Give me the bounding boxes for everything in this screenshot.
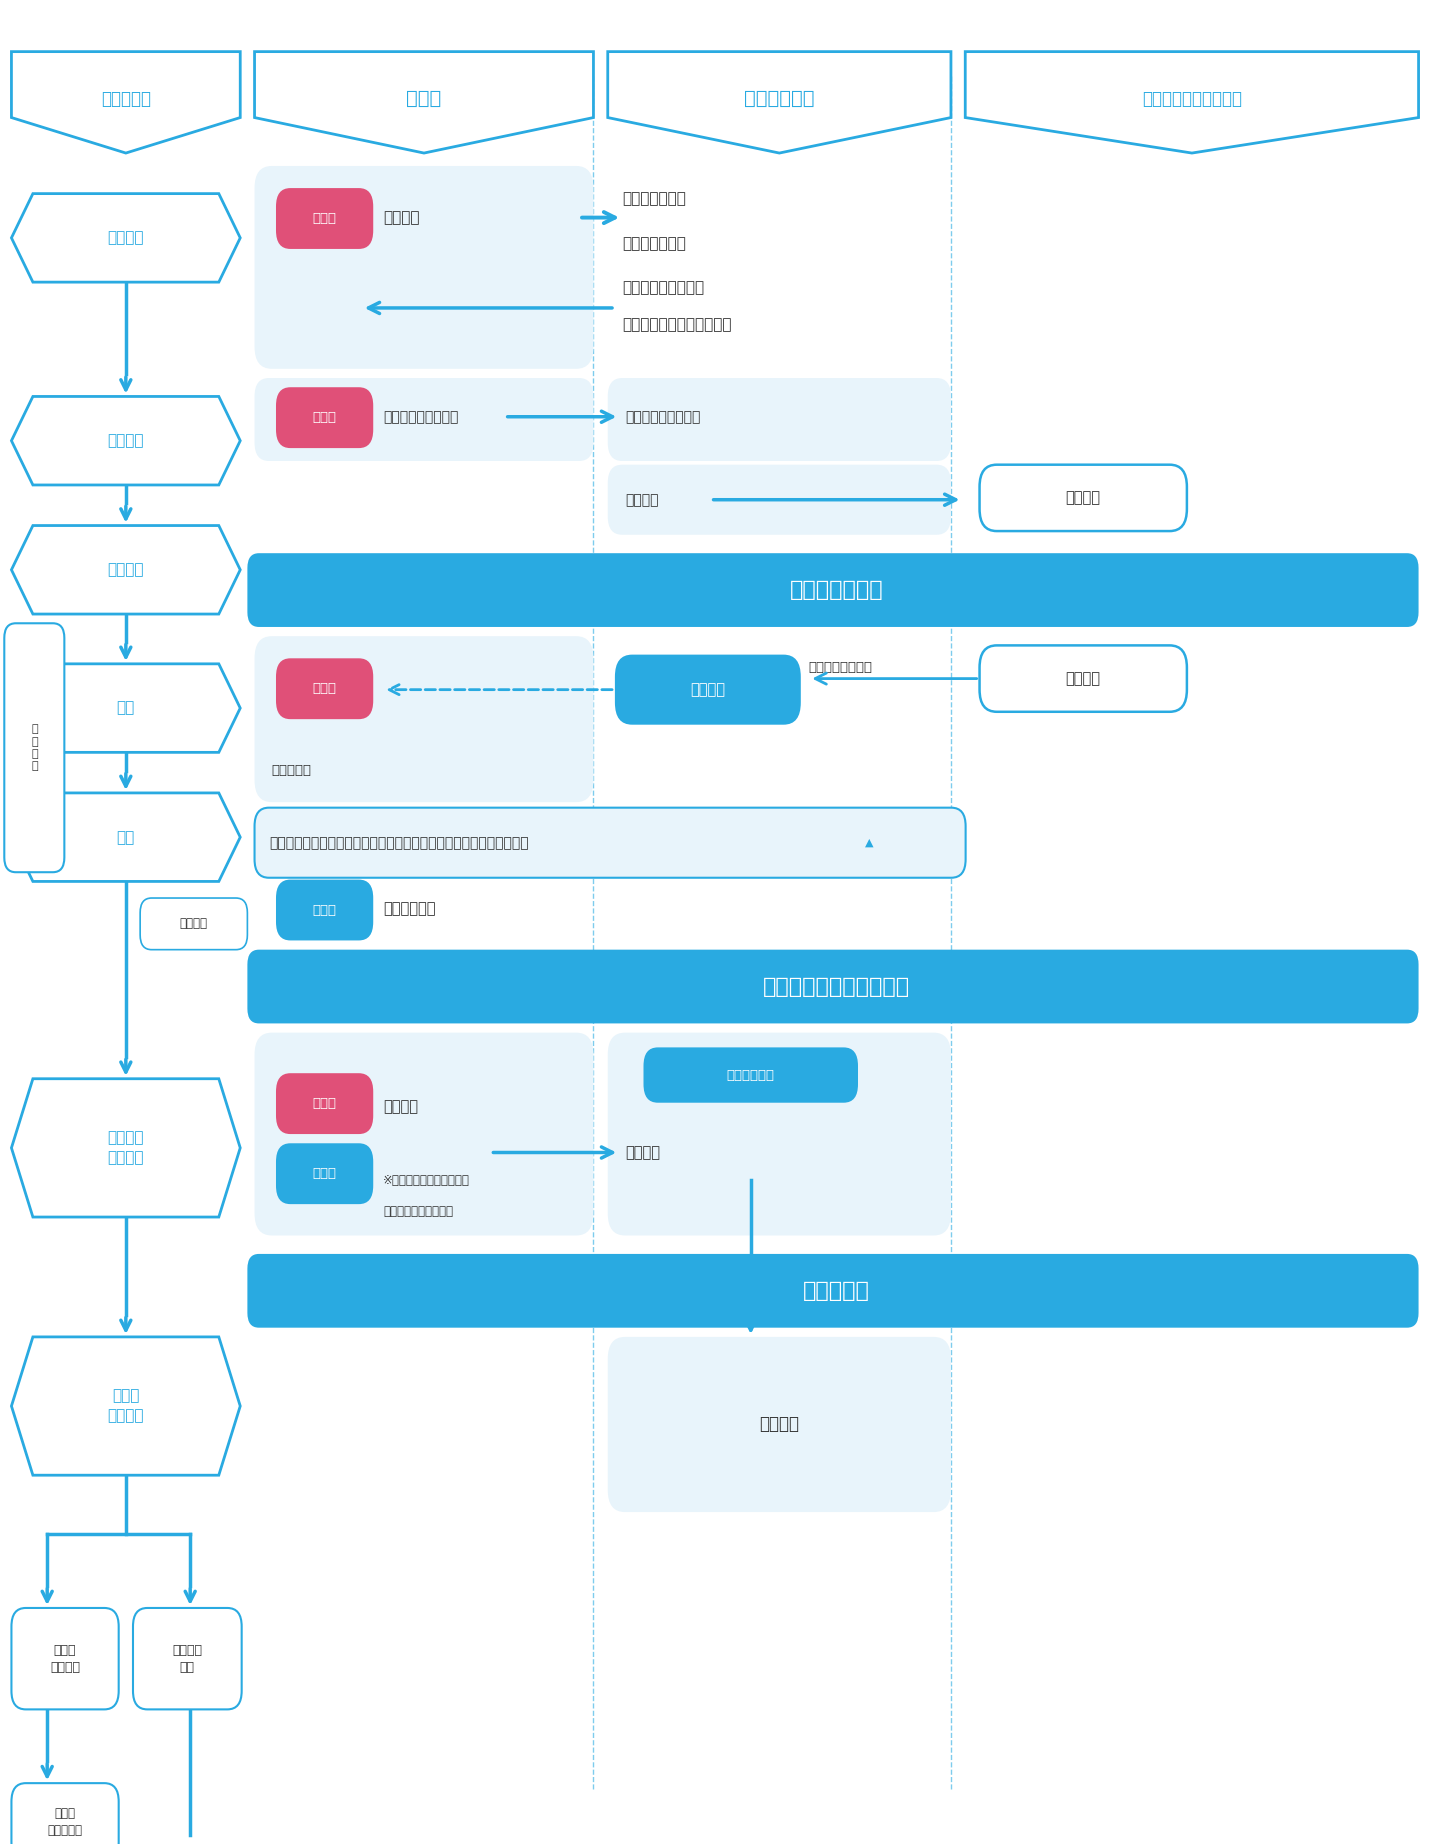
FancyBboxPatch shape xyxy=(980,465,1187,531)
Polygon shape xyxy=(11,793,240,881)
FancyBboxPatch shape xyxy=(276,1143,373,1204)
FancyBboxPatch shape xyxy=(608,1337,951,1512)
FancyBboxPatch shape xyxy=(255,1033,593,1235)
FancyBboxPatch shape xyxy=(644,1047,858,1103)
Text: 売主様
最長３ヶ月: 売主様 最長３ヶ月 xyxy=(47,1807,83,1837)
Polygon shape xyxy=(11,526,240,614)
Text: 申込書に署名・捺印: 申込書に署名・捺印 xyxy=(383,1204,453,1219)
Text: ▲: ▲ xyxy=(865,837,874,848)
FancyBboxPatch shape xyxy=(140,898,247,950)
FancyBboxPatch shape xyxy=(247,553,1419,627)
Text: 保証開始: 保証開始 xyxy=(759,1416,799,1433)
Text: 東急リバブル: 東急リバブル xyxy=(744,89,815,109)
Text: 結果: 結果 xyxy=(117,830,134,845)
Text: 営業担当: 営業担当 xyxy=(691,682,725,697)
Text: 売却相談: 売却相談 xyxy=(107,230,144,245)
Text: 購入意思決定: 購入意思決定 xyxy=(383,902,436,916)
Text: 調査: 調査 xyxy=(117,701,134,715)
Polygon shape xyxy=(11,52,240,153)
Text: 売主様: 売主様 xyxy=(313,1097,336,1110)
FancyBboxPatch shape xyxy=(255,636,593,802)
Text: １年以内: １年以内 xyxy=(180,916,207,931)
Polygon shape xyxy=(11,1079,240,1217)
Text: 調査報告書の発行: 調査報告書の発行 xyxy=(808,660,872,675)
Text: 調査会社: 調査会社 xyxy=(1065,491,1101,505)
FancyBboxPatch shape xyxy=(255,378,593,461)
Text: 調査依頼: 調査依頼 xyxy=(107,562,144,577)
Text: 媒介受付: 媒介受付 xyxy=(107,433,144,448)
Text: 東急リバブル: 東急リバブル xyxy=(726,1068,775,1082)
Text: 買主様: 買主様 xyxy=(313,1167,336,1180)
Text: 調査報告書: 調査報告書 xyxy=(272,763,312,778)
Polygon shape xyxy=(608,52,951,153)
Polygon shape xyxy=(255,52,593,153)
FancyBboxPatch shape xyxy=(276,880,373,940)
Text: ※保証約款を確認のうえ、: ※保証約款を確認のうえ、 xyxy=(383,1173,470,1188)
FancyBboxPatch shape xyxy=(608,1033,951,1235)
FancyBboxPatch shape xyxy=(276,658,373,719)
Text: 引　渡　し: 引 渡 し xyxy=(804,1282,869,1300)
Text: 東急リバブル委託会社: 東急リバブル委託会社 xyxy=(1143,90,1241,107)
Text: 販
売
活
動: 販 売 活 動 xyxy=(31,725,37,771)
Text: 販売活動の提案: 販売活動の提案 xyxy=(622,192,686,207)
Text: 『あんしん仲介保証: 『あんしん仲介保証 xyxy=(622,280,704,295)
FancyBboxPatch shape xyxy=(255,166,593,369)
FancyBboxPatch shape xyxy=(247,1254,1419,1328)
Text: 買主様: 買主様 xyxy=(313,904,336,916)
Text: 売却相談: 売却相談 xyxy=(383,210,420,225)
FancyBboxPatch shape xyxy=(11,1608,119,1709)
Text: 埋設物
撤去保証: 埋設物 撤去保証 xyxy=(50,1643,80,1674)
Polygon shape xyxy=(11,664,240,752)
Text: 地盤調査
保証: 地盤調査 保証 xyxy=(173,1643,202,1674)
Text: 調査会社: 調査会社 xyxy=(1065,671,1101,686)
FancyBboxPatch shape xyxy=(247,950,1419,1023)
Polygon shape xyxy=(11,194,240,282)
Text: 全体の流れ: 全体の流れ xyxy=(102,90,150,107)
Polygon shape xyxy=(11,396,240,485)
FancyBboxPatch shape xyxy=(11,1783,119,1844)
FancyBboxPatch shape xyxy=(255,808,965,878)
FancyBboxPatch shape xyxy=(4,623,64,872)
Text: （埋設物・地盤）』の説明: （埋設物・地盤）』の説明 xyxy=(622,317,732,332)
FancyBboxPatch shape xyxy=(276,1073,373,1134)
FancyBboxPatch shape xyxy=(608,378,951,461)
Text: 調　査　実　施: 調 査 実 施 xyxy=(789,581,884,599)
Text: 売主様: 売主様 xyxy=(313,411,336,424)
Text: 「リバブルあんしん仲介保証」可能物件（埋設物・地盤）として販売: 「リバブルあんしん仲介保証」可能物件（埋設物・地盤）として販売 xyxy=(269,835,529,850)
FancyBboxPatch shape xyxy=(615,655,801,725)
FancyBboxPatch shape xyxy=(608,465,951,535)
Text: 保証受付: 保証受付 xyxy=(625,1145,659,1160)
Polygon shape xyxy=(965,52,1419,153)
Text: 保証申込: 保証申込 xyxy=(383,1099,418,1114)
Text: 引渡し
保証開始: 引渡し 保証開始 xyxy=(107,1389,144,1424)
Text: 専属・専任媒介受付: 専属・専任媒介受付 xyxy=(625,409,701,424)
Polygon shape xyxy=(11,1337,240,1475)
FancyBboxPatch shape xyxy=(276,387,373,448)
Text: 売主様: 売主様 xyxy=(313,212,336,225)
Text: 査定価格の提案: 査定価格の提案 xyxy=(622,236,686,251)
Text: お客様: お客様 xyxy=(406,89,442,109)
FancyBboxPatch shape xyxy=(980,645,1187,712)
Text: 売　買　契　約　締　結: 売 買 契 約 締 結 xyxy=(764,977,909,996)
FancyBboxPatch shape xyxy=(276,188,373,249)
Text: 売主様: 売主様 xyxy=(313,682,336,695)
Text: 売買契約
保証申込: 売買契約 保証申込 xyxy=(107,1130,144,1165)
FancyBboxPatch shape xyxy=(133,1608,242,1709)
Text: 専属・専任媒介依頼: 専属・専任媒介依頼 xyxy=(383,409,459,424)
Text: 調査依頼: 調査依頼 xyxy=(625,492,658,507)
